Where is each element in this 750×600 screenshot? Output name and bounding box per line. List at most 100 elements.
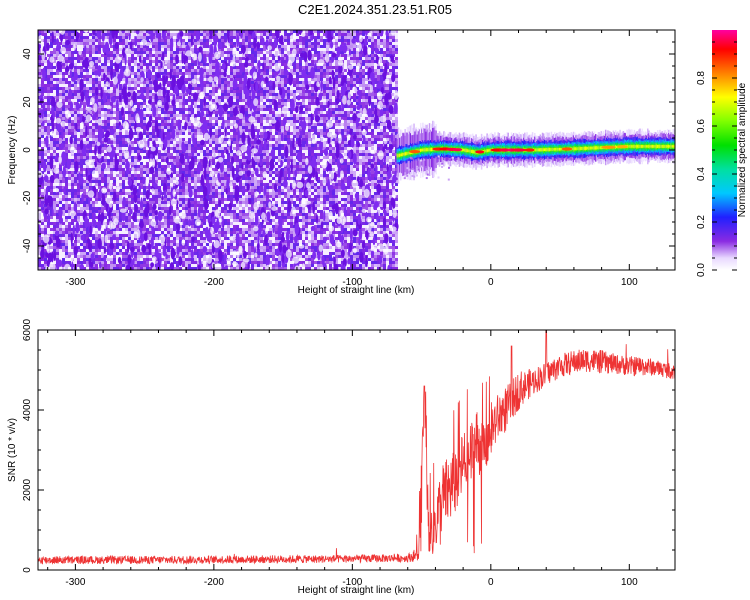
- noise-cell: [206, 51, 209, 54]
- noise-cell: [164, 207, 167, 210]
- noise-cell: [209, 198, 212, 201]
- noise-cell: [89, 69, 92, 72]
- noise-cell: [56, 162, 59, 165]
- noise-cell: [44, 57, 47, 60]
- noise-cell: [131, 72, 134, 75]
- noise-cell: [95, 225, 98, 228]
- noise-cell: [56, 84, 59, 87]
- noise-cell: [119, 156, 122, 159]
- noise-cell: [179, 102, 182, 105]
- noise-cell: [59, 87, 62, 90]
- noise-cell: [95, 237, 98, 240]
- noise-cell: [77, 189, 80, 192]
- noise-cell: [194, 252, 197, 255]
- noise-cell: [101, 99, 104, 102]
- noise-cell: [68, 216, 71, 219]
- noise-cell: [197, 225, 200, 228]
- noise-cell: [110, 30, 113, 33]
- noise-cell: [107, 228, 110, 231]
- noise-cell: [161, 93, 164, 96]
- noise-cell: [158, 222, 161, 225]
- noise-cell: [104, 159, 107, 162]
- noise-cell: [122, 171, 125, 174]
- noise-cell: [92, 144, 95, 147]
- noise-cell: [95, 228, 98, 231]
- noise-cell: [167, 156, 170, 159]
- noise-cell: [161, 204, 164, 207]
- noise-cell: [188, 153, 191, 156]
- noise-cell: [77, 81, 80, 84]
- noise-cell: [47, 228, 50, 231]
- noise-cell: [224, 57, 227, 60]
- noise-cell: [146, 54, 149, 57]
- noise-cell: [152, 126, 155, 129]
- noise-cell: [206, 147, 209, 150]
- noise-cell: [53, 45, 56, 48]
- noise-cell: [146, 114, 149, 117]
- noise-cell: [206, 99, 209, 102]
- noise-cell: [197, 117, 200, 120]
- noise-cell: [110, 159, 113, 162]
- noise-cell: [92, 249, 95, 252]
- noise-cell: [140, 258, 143, 261]
- noise-cell: [152, 174, 155, 177]
- noise-cell: [107, 84, 110, 87]
- noise-cell: [194, 198, 197, 201]
- noise-cell: [215, 189, 218, 192]
- noise-cell: [89, 237, 92, 240]
- noise-cell: [188, 132, 191, 135]
- noise-cell: [215, 252, 218, 255]
- noise-cell: [152, 60, 155, 63]
- noise-cell: [125, 114, 128, 117]
- noise-cell: [104, 36, 107, 39]
- noise-cell: [206, 54, 209, 57]
- noise-cell: [92, 210, 95, 213]
- noise-cell: [59, 168, 62, 171]
- noise-cell: [191, 264, 194, 267]
- noise-cell: [152, 177, 155, 180]
- noise-cell: [155, 141, 158, 144]
- noise-cell: [206, 45, 209, 48]
- noise-cell: [176, 63, 179, 66]
- noise-cell: [170, 231, 173, 234]
- noise-cell: [203, 210, 206, 213]
- noise-cell: [143, 120, 146, 123]
- noise-cell: [89, 240, 92, 243]
- noise-cell: [71, 168, 74, 171]
- noise-cell: [65, 141, 68, 144]
- noise-cell: [155, 237, 158, 240]
- noise-cell: [53, 144, 56, 147]
- noise-cell: [101, 42, 104, 45]
- noise-cell: [212, 168, 215, 171]
- noise-cell: [107, 36, 110, 39]
- noise-cell: [143, 165, 146, 168]
- noise-cell: [116, 93, 119, 96]
- noise-cell: [179, 93, 182, 96]
- noise-cell: [107, 72, 110, 75]
- noise-cell: [113, 45, 116, 48]
- noise-cell: [158, 159, 161, 162]
- noise-cell: [110, 126, 113, 129]
- noise-cell: [59, 189, 62, 192]
- noise-cell: [218, 171, 221, 174]
- noise-cell: [200, 240, 203, 243]
- noise-cell: [206, 174, 209, 177]
- noise-cell: [68, 249, 71, 252]
- noise-cell: [86, 150, 89, 153]
- noise-cell: [71, 81, 74, 84]
- noise-cell: [92, 96, 95, 99]
- noise-cell: [53, 234, 56, 237]
- noise-cell: [131, 96, 134, 99]
- noise-cell: [128, 243, 131, 246]
- noise-cell: [137, 84, 140, 87]
- noise-cell: [86, 192, 89, 195]
- noise-cell: [44, 228, 47, 231]
- noise-cell: [95, 114, 98, 117]
- noise-cell: [194, 264, 197, 267]
- noise-cell: [44, 102, 47, 105]
- noise-cell: [47, 120, 50, 123]
- noise-cell: [122, 180, 125, 183]
- noise-cell: [173, 138, 176, 141]
- noise-cell: [122, 261, 125, 264]
- noise-cell: [167, 69, 170, 72]
